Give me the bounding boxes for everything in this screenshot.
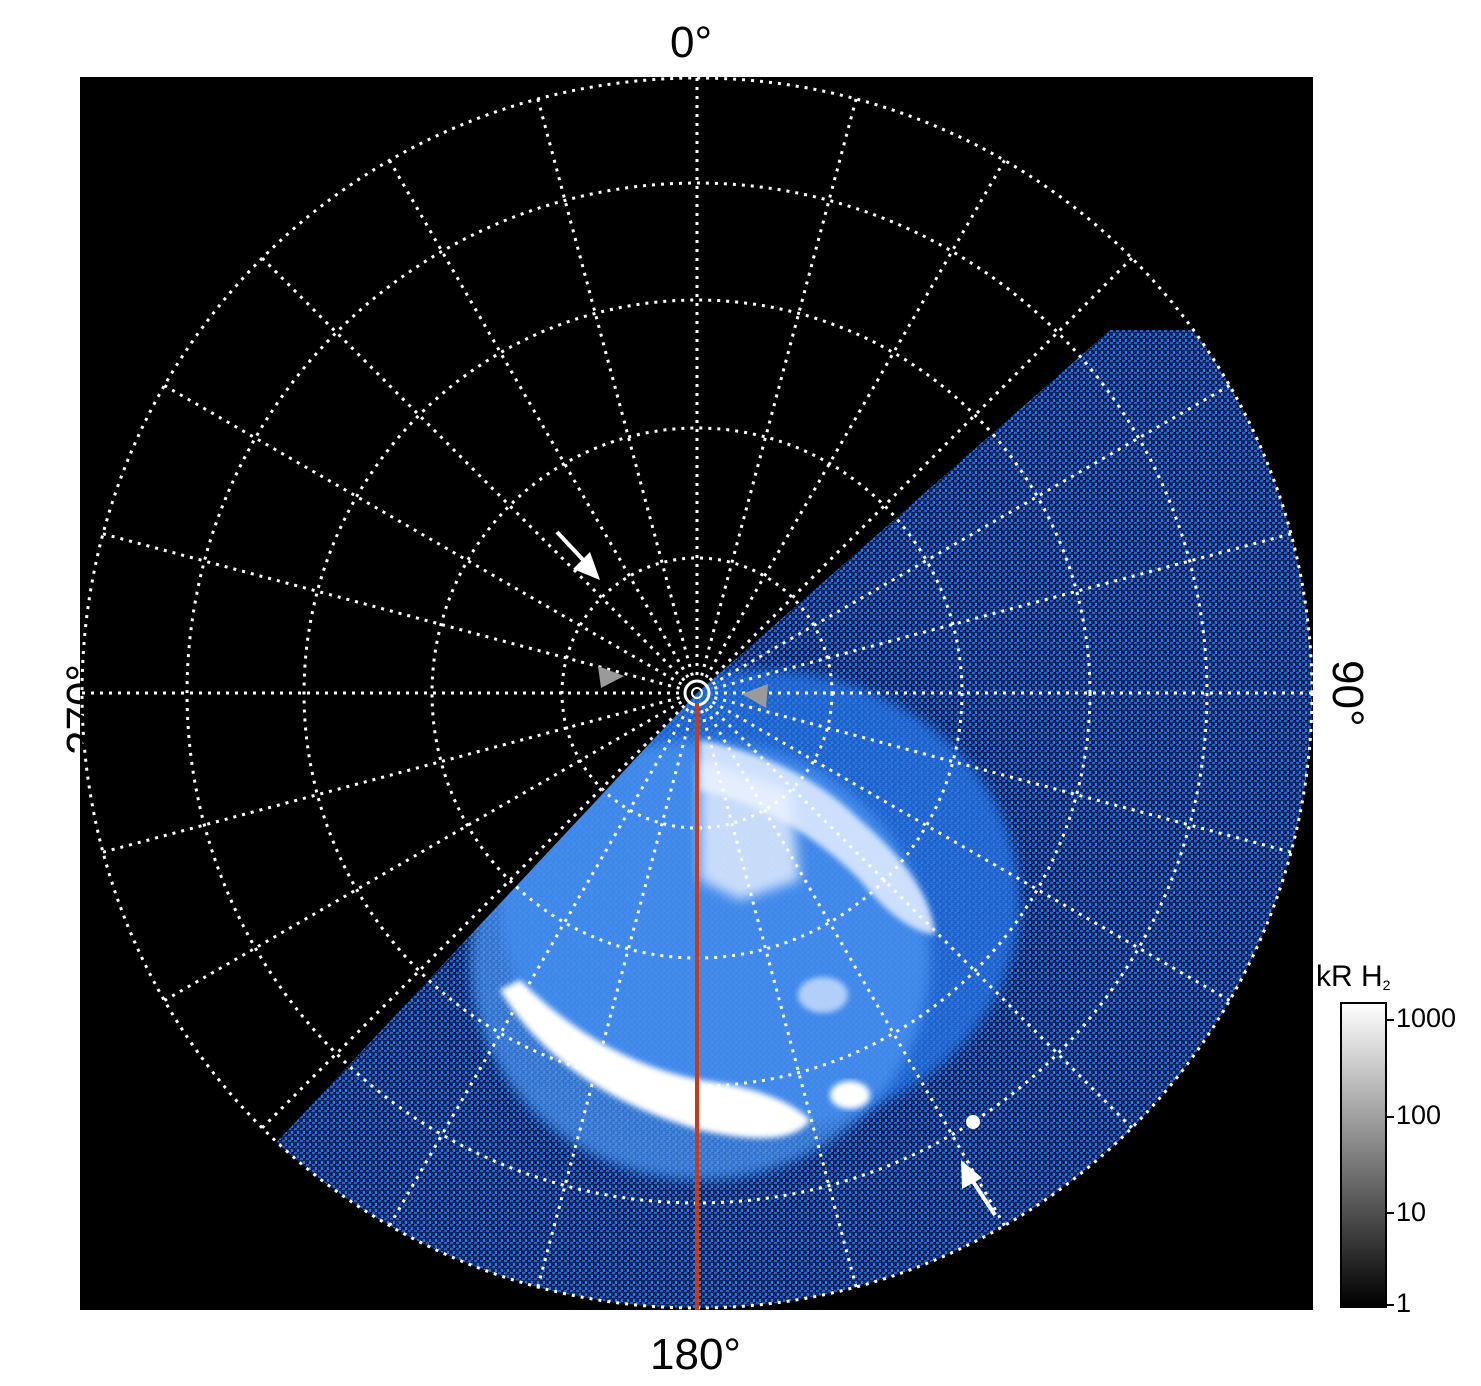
meridian-spoke	[700, 98, 858, 677]
label-0-deg: 0°	[670, 18, 713, 67]
meridian-spoke	[711, 700, 1231, 1002]
colorbar-tick-100: 100	[1396, 1100, 1442, 1130]
colorbar-tick-1: 1	[1396, 1288, 1412, 1318]
colorbar-title: kR H2	[1316, 960, 1391, 993]
arrow-gray-right	[742, 684, 768, 708]
meridian-spoke	[708, 704, 1133, 1129]
meridian-spoke	[713, 696, 1292, 854]
meridian-spoke	[163, 700, 683, 1002]
meridian-spoke	[704, 707, 1006, 1227]
label-90-deg: 90°	[1323, 660, 1372, 727]
meridian-spoke	[713, 532, 1292, 690]
meridian-spoke	[700, 709, 858, 1288]
label-180-deg: 180°	[650, 1330, 742, 1379]
meridian-spoke	[102, 696, 681, 854]
meridian-spokes	[82, 78, 1312, 1308]
colorbar-tick-10: 10	[1396, 1197, 1427, 1227]
colorbar	[1340, 1002, 1394, 1308]
colorbar-tick-1000: 1000	[1396, 1003, 1457, 1033]
meridian-spoke	[261, 257, 686, 682]
meridian-spoke	[704, 159, 1006, 679]
meridian-spoke	[711, 384, 1231, 686]
label-270-deg: 270°	[58, 663, 107, 755]
arrow-white-upper	[555, 530, 600, 580]
meridian-spoke	[261, 704, 686, 1129]
meridian-spoke	[388, 707, 690, 1227]
meridian-spoke	[536, 709, 694, 1288]
meridian-spoke	[708, 257, 1133, 682]
arrow-gray-left	[598, 666, 624, 688]
meridian-spoke	[536, 98, 694, 677]
meridian-spoke	[163, 384, 683, 686]
meridian-spoke	[102, 532, 681, 690]
meridian-spoke	[388, 159, 690, 679]
arrow-white-lower	[961, 1160, 997, 1217]
